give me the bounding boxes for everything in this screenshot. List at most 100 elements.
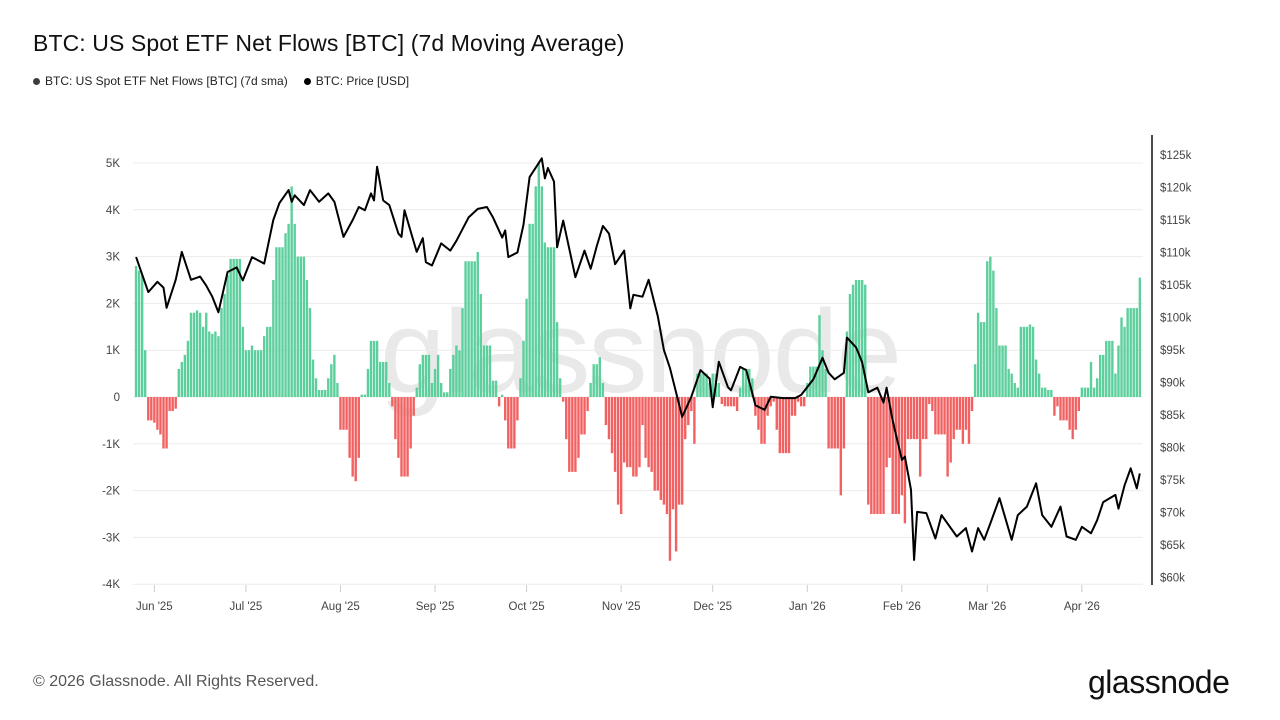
outflow-bar xyxy=(940,397,943,435)
outflow-bar xyxy=(937,397,940,435)
outflow-bar xyxy=(769,397,772,407)
outflow-bar xyxy=(1065,397,1068,421)
inflow-bar xyxy=(235,258,238,397)
inflow-bar xyxy=(851,284,855,397)
outflow-bar xyxy=(668,397,672,561)
outflow-bar xyxy=(1074,397,1077,430)
inflow-bar xyxy=(815,366,818,397)
inflow-bar xyxy=(995,308,998,397)
inflow-bar xyxy=(705,373,708,397)
inflow-bar xyxy=(327,378,330,397)
outflow-bar xyxy=(351,397,354,477)
outflow-bar xyxy=(961,397,965,444)
outflow-bar xyxy=(604,397,608,426)
outflow-bar xyxy=(354,397,357,482)
outflow-bar xyxy=(897,397,901,514)
x-tick-label: Dec '25 xyxy=(693,601,732,613)
outflow-bar xyxy=(357,397,360,458)
inflow-bar xyxy=(717,382,720,397)
outflow-bar xyxy=(885,397,888,468)
outflow-bar xyxy=(607,397,611,440)
outflow-bar xyxy=(690,397,693,412)
inflow-bar xyxy=(1047,389,1050,397)
outflow-bar xyxy=(659,397,663,500)
inflow-bar xyxy=(229,258,232,397)
inflow-bar xyxy=(336,382,339,397)
y-left-tick-label: 2K xyxy=(106,298,120,310)
y-right-tick-label: $85k xyxy=(1160,410,1185,422)
outflow-bar xyxy=(583,397,586,435)
outflow-bar xyxy=(790,397,794,416)
inflow-bar xyxy=(443,392,446,397)
inflow-bar xyxy=(464,261,467,397)
x-tick-label: Aug '25 xyxy=(321,601,360,613)
inflow-bar xyxy=(519,378,522,397)
inflow-bar xyxy=(296,256,299,397)
inflow-bar xyxy=(1105,340,1108,397)
y-right-tick-label: $110k xyxy=(1160,248,1191,260)
inflow-bar xyxy=(290,186,293,397)
outflow-bar xyxy=(504,397,507,421)
inflow-bar xyxy=(806,382,809,397)
inflow-bar xyxy=(430,382,434,397)
inflow-bar xyxy=(818,315,821,397)
outflow-bar xyxy=(1077,397,1081,412)
outflow-bar xyxy=(842,397,846,449)
y-right-tick-label: $120k xyxy=(1160,183,1192,195)
outflow-bar xyxy=(497,397,501,407)
inflow-bar xyxy=(860,280,864,397)
outflow-bar xyxy=(931,397,934,412)
axis-ticks: 5K 4K 3K 2K 1K 0 -1K -2K -3K -4K $125k $120k $115k $1… xyxy=(102,150,1191,613)
inflow-bar xyxy=(220,308,223,397)
outflow-bar xyxy=(1053,397,1056,416)
outflow-bar xyxy=(915,397,919,440)
outflow-bar xyxy=(623,397,626,463)
legend-item-net-flows[interactable]: BTC: US Spot ETF Net Flows [BTC] (7d sma… xyxy=(33,74,288,88)
outflow-bar xyxy=(400,397,403,477)
inflow-bar xyxy=(299,256,303,397)
outflow-bar xyxy=(406,397,409,477)
inflow-bar xyxy=(308,308,312,397)
inflow-bar xyxy=(449,368,452,397)
inflow-bar xyxy=(1083,387,1087,397)
inflow-bar xyxy=(314,378,318,397)
inflow-bar xyxy=(711,373,714,397)
legend-dot-icon xyxy=(303,77,311,85)
inflow-bar xyxy=(189,312,193,397)
outflow-bar xyxy=(772,397,775,402)
outflow-bar xyxy=(827,397,830,449)
inflow-bar xyxy=(979,322,983,397)
inflow-bar xyxy=(534,186,537,397)
outflow-bar xyxy=(680,397,684,505)
inflow-bar xyxy=(491,380,495,397)
inflow-bar xyxy=(1123,326,1126,397)
inflow-bar xyxy=(250,345,254,397)
price-line xyxy=(135,157,1141,561)
outflow-bar xyxy=(781,397,785,454)
inflow-bar xyxy=(317,389,321,397)
legend-item-price[interactable]: BTC: Price [USD] xyxy=(303,74,409,88)
inflow-bar xyxy=(305,280,309,397)
outflow-bar xyxy=(674,397,678,552)
outflow-bar xyxy=(1059,397,1062,421)
inflow-bar xyxy=(738,387,742,397)
inflow-bar xyxy=(595,364,598,397)
outflow-bar xyxy=(784,397,788,454)
inflow-bar xyxy=(1132,308,1135,397)
outflow-bar xyxy=(1071,397,1074,440)
inflow-bar xyxy=(259,350,263,397)
inflow-bar xyxy=(241,326,245,397)
inflow-bar xyxy=(1019,326,1023,397)
outflow-bar xyxy=(580,397,583,435)
inflow-bar xyxy=(1126,308,1129,397)
inflow-bar xyxy=(1031,326,1035,397)
outflow-bar xyxy=(159,397,162,435)
outflow-bar xyxy=(635,397,638,477)
y-right-tick-label: $115k xyxy=(1160,215,1191,227)
outflow-bar xyxy=(952,397,955,440)
outflow-bar xyxy=(656,397,659,491)
inflow-bar xyxy=(205,312,208,397)
x-tick-label: Oct '25 xyxy=(509,601,545,613)
inflow-bar xyxy=(244,350,248,397)
